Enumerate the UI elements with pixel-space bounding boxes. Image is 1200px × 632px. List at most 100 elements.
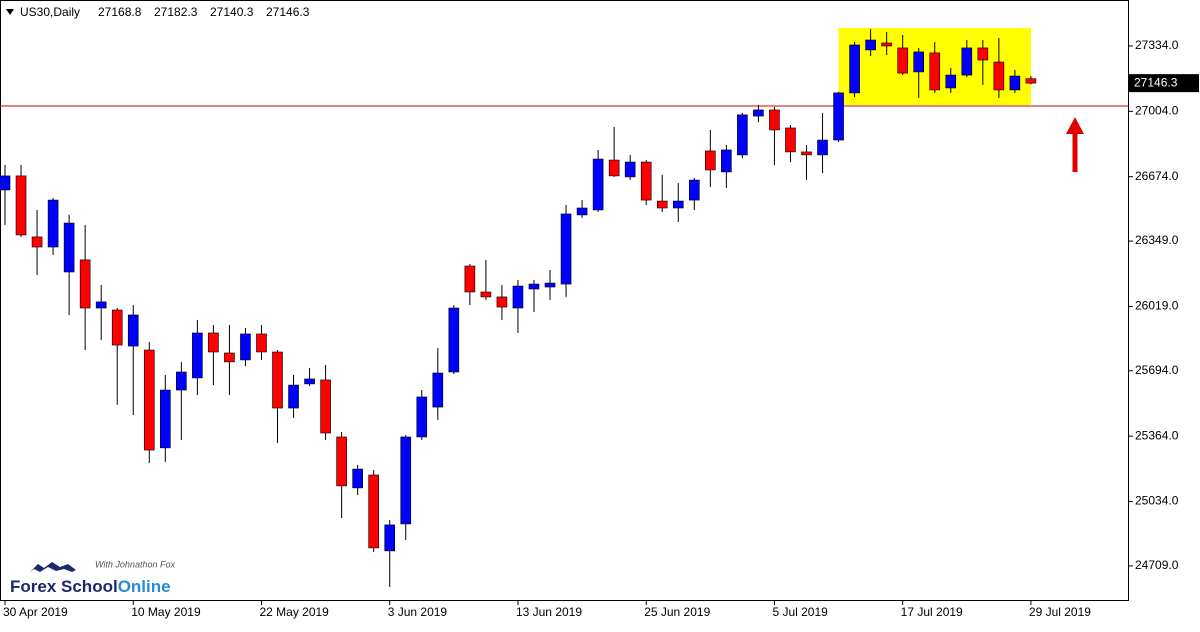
x-tick-label: 13 Jun 2019 <box>516 605 582 619</box>
candle-body <box>176 371 187 391</box>
candle-body <box>160 389 171 449</box>
candle-body <box>560 213 572 285</box>
candle-body <box>961 47 973 76</box>
candle-body <box>753 109 764 117</box>
candle-body <box>352 468 363 489</box>
x-tick-label: 22 May 2019 <box>259 605 329 619</box>
candle-body <box>304 378 315 385</box>
candle-body <box>801 151 812 156</box>
candle-body <box>769 109 780 131</box>
price-tag-label: 27146.3 <box>1134 75 1178 89</box>
candle-body <box>833 92 844 141</box>
candle-body <box>897 47 908 74</box>
candle-body <box>672 200 684 209</box>
candle-body <box>993 61 1005 91</box>
x-tick-label: 25 Jun 2019 <box>644 605 710 619</box>
x-tick-label: 17 Jul 2019 <box>901 605 963 619</box>
candle-body <box>320 379 331 434</box>
candle-body <box>688 179 700 201</box>
candle-body <box>192 332 203 379</box>
candle-body <box>464 265 476 293</box>
y-tick-label: 24709.0 <box>1135 558 1179 572</box>
candle-body <box>785 127 796 153</box>
candle-body <box>881 42 892 47</box>
candle-body <box>849 44 860 94</box>
candle-body <box>721 149 732 173</box>
x-tick-label: 30 Apr 2019 <box>3 605 68 619</box>
candle-body <box>47 199 59 248</box>
x-tick-label: 3 Jun 2019 <box>388 605 448 619</box>
candle-body <box>656 200 668 209</box>
candle-body <box>111 309 123 346</box>
x-tick-label: 10 May 2019 <box>131 605 201 619</box>
candle-body <box>496 296 508 308</box>
y-tick-label: 25364.0 <box>1135 428 1179 442</box>
candle-body <box>512 285 524 309</box>
candle-body <box>416 396 428 438</box>
candle-body <box>592 158 604 211</box>
candle-body <box>336 436 347 487</box>
arrow <box>1066 117 1084 172</box>
title-open: 27168.8 <box>98 5 142 19</box>
logo-brand-main: Forex School <box>10 577 118 596</box>
candle-body <box>384 524 396 552</box>
logo-icon <box>30 562 76 572</box>
candle-body <box>544 282 556 288</box>
candle-body <box>208 332 219 353</box>
candle-body <box>368 474 379 549</box>
candle-body <box>977 47 989 61</box>
y-tick-label: 25694.0 <box>1135 363 1179 377</box>
logo: With Johnathon Fox Forex SchoolOnline <box>10 559 175 596</box>
y-tick-label: 27334.0 <box>1135 38 1179 52</box>
candle-body <box>528 283 540 290</box>
candle-body <box>63 222 75 273</box>
y-tick-label: 25034.0 <box>1135 494 1179 508</box>
candle-body <box>624 161 636 178</box>
candle-body <box>913 51 925 73</box>
logo-tagline: With Johnathon Fox <box>95 559 175 569</box>
candle-body <box>432 372 444 408</box>
y-tick-label: 26674.0 <box>1135 169 1179 183</box>
candle-body <box>400 436 412 525</box>
candle-body <box>448 307 460 373</box>
candle-body <box>945 74 957 89</box>
candle-body <box>224 352 235 363</box>
candle-body <box>31 236 43 248</box>
candle-body <box>480 291 492 298</box>
candle-body <box>240 333 251 361</box>
candle-body <box>929 52 941 91</box>
candle-body <box>576 207 588 216</box>
candle-body <box>0 175 11 191</box>
y-tick-label: 26019.0 <box>1135 299 1179 313</box>
title-low: 27140.3 <box>210 5 254 19</box>
arrow-head <box>1066 117 1084 134</box>
candle-body <box>608 159 620 177</box>
candle-body <box>1009 75 1021 91</box>
candle-body <box>288 384 299 409</box>
candle-body <box>272 351 283 409</box>
logo-brand-suffix: Online <box>118 577 171 596</box>
plot <box>0 27 1128 587</box>
candle-body <box>865 39 876 51</box>
logo-brand: Forex SchoolOnline <box>10 577 171 596</box>
x-tick-label: 29 Jul 2019 <box>1029 605 1091 619</box>
candle-body <box>1025 78 1037 84</box>
y-tick-label: 26349.0 <box>1135 233 1179 247</box>
y-tick-label: 27004.0 <box>1135 103 1179 117</box>
candle-body <box>15 175 27 236</box>
title-high: 27182.3 <box>154 5 198 19</box>
title-marker <box>6 9 14 15</box>
title-close: 27146.3 <box>266 5 310 19</box>
candle-body <box>127 314 139 347</box>
candle-body <box>256 333 267 353</box>
chart-title: US30,Daily <box>20 5 80 19</box>
price-tag <box>1129 74 1199 93</box>
candle-body <box>640 161 652 201</box>
candle-body <box>817 139 828 156</box>
candle-body <box>705 150 716 171</box>
candle-body <box>79 259 91 309</box>
x-tick-label: 5 Jul 2019 <box>772 605 828 619</box>
candle-body <box>95 301 107 309</box>
candle-body <box>737 114 748 156</box>
